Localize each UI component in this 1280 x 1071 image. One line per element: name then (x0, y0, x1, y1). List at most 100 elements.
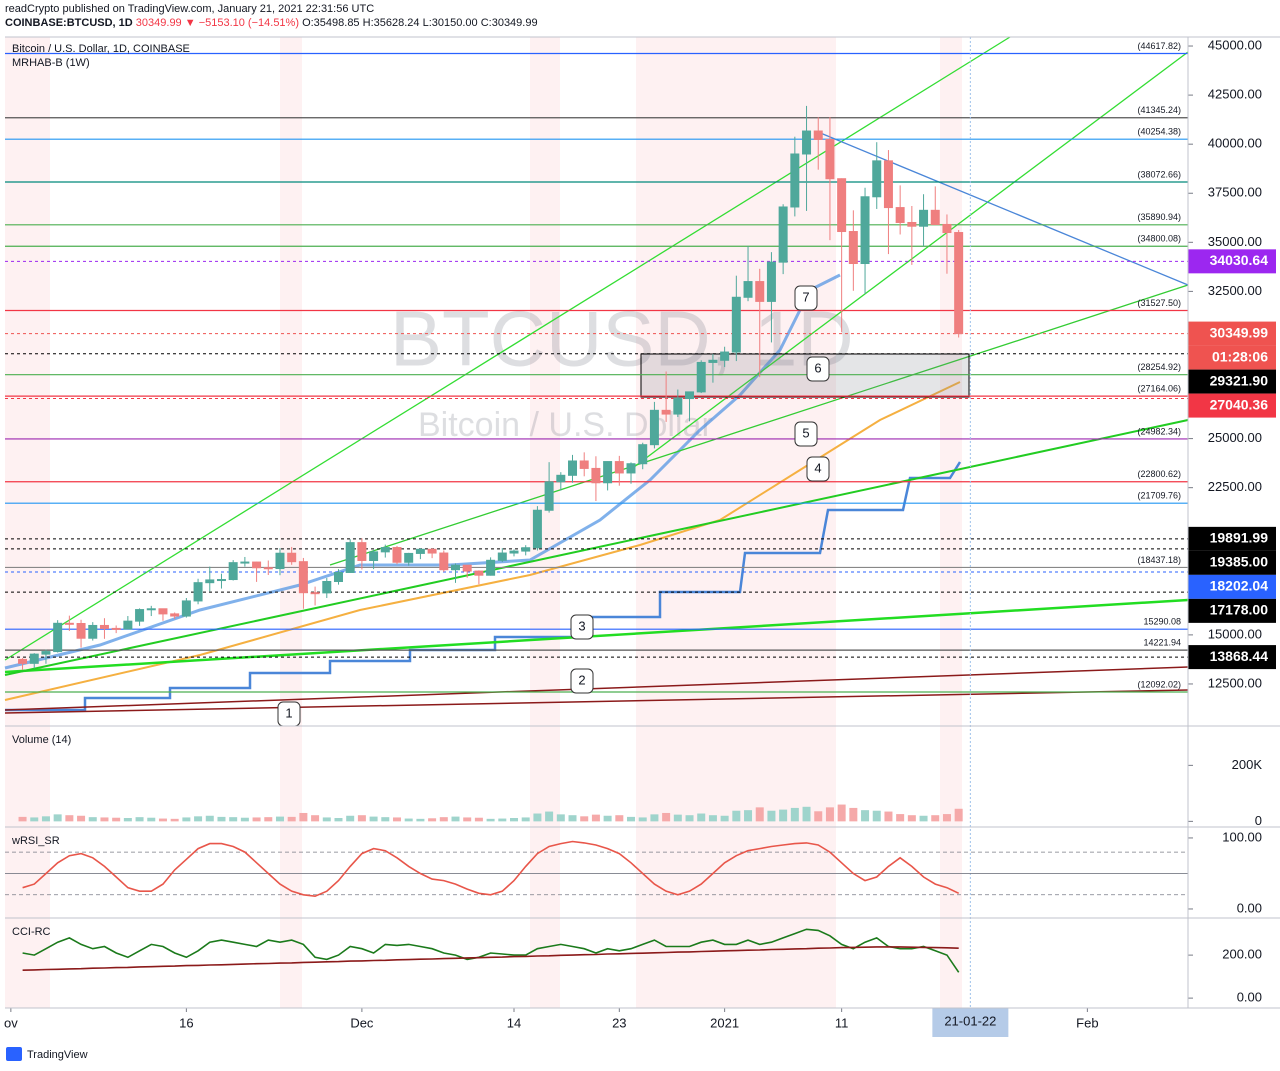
level-label: (35890.94) (1137, 212, 1181, 222)
volume-bar (872, 810, 881, 822)
callout-label: 7 (802, 289, 809, 304)
volume-bar (884, 811, 893, 822)
candle-body (275, 552, 285, 570)
candle-body (579, 460, 589, 469)
level-label: (31527.50) (1137, 298, 1181, 308)
indicator-line (22, 946, 959, 971)
candle-body (626, 463, 636, 474)
level-label: (40254.38) (1137, 127, 1181, 137)
symbol: COINBASE:BTCUSD, 1D (5, 17, 133, 29)
level-label: (12092.02) (1137, 679, 1181, 689)
ohlc-low: L:30150.00 (423, 17, 478, 29)
candle-body (720, 351, 730, 361)
price-tag-label: 34030.64 (1210, 252, 1269, 268)
candle-body (743, 281, 753, 298)
volume-bar (474, 817, 483, 822)
x-tick-label: 14 (507, 1015, 521, 1030)
ohlc-open: O:35498.85 (302, 17, 360, 29)
candle-body (813, 130, 823, 140)
volume-bar (790, 807, 799, 822)
y-tick-label: 0 (1255, 813, 1262, 828)
candle-body (883, 160, 893, 209)
volume-bar (439, 817, 448, 822)
price-tag-label: 18202.04 (1210, 578, 1269, 594)
volume-bar (451, 816, 460, 822)
y-tick-label: 45000.00 (1208, 37, 1262, 52)
candle-body (345, 542, 355, 573)
price-tag (1188, 321, 1276, 346)
candle-body (497, 552, 507, 561)
candle-body (88, 624, 98, 639)
y-tick-label: 200.00 (1222, 947, 1262, 962)
callout (806, 356, 830, 382)
candle-body (544, 481, 554, 511)
volume-bar (673, 814, 682, 822)
volume-bar (802, 806, 811, 822)
volume-bar (182, 817, 191, 822)
callout (794, 285, 818, 311)
volume-bar (287, 816, 296, 822)
y-tick-label: 200K (1232, 757, 1263, 772)
candle-body (181, 600, 191, 617)
volume-bar (896, 814, 905, 822)
candle-body (930, 209, 940, 225)
change: ▼ −5153.10 (−14.51%) (185, 17, 299, 29)
level-label: (24982.34) (1137, 426, 1181, 436)
volume-bar (942, 814, 951, 822)
volume-bar (240, 817, 249, 822)
level-label: (22800.62) (1137, 469, 1181, 479)
candle-body (673, 398, 683, 415)
candle-body (860, 196, 870, 265)
volume-bar (486, 818, 495, 822)
band (280, 37, 302, 1008)
candle-body (708, 359, 718, 363)
legend: Bitcoin / U.S. Dollar, 1D, COINBASE (12, 43, 190, 55)
candle-body (802, 130, 812, 155)
level-label: (44617.82) (1137, 41, 1181, 51)
volume-bar (603, 815, 612, 822)
volume-bar (662, 812, 671, 822)
volume-bar (404, 818, 413, 822)
x-tick-label: 23 (612, 1015, 626, 1030)
x-tick-label: ov (4, 1015, 18, 1030)
volume-bar (416, 818, 425, 822)
ohlc-close: C:30349.99 (481, 17, 538, 29)
volume-bar (907, 815, 916, 822)
candle-body (135, 609, 145, 622)
level-label: (41345.24) (1137, 105, 1181, 115)
callout-label: 3 (578, 618, 585, 633)
candle-body (240, 561, 250, 564)
price-tag (1188, 369, 1276, 394)
volume-bar (510, 818, 519, 822)
callout-label: 4 (814, 460, 821, 475)
ohlc-high: H:35628.24 (363, 17, 420, 29)
volume-bar (533, 813, 542, 822)
candle-body (649, 409, 659, 446)
x-tick-label: 11 (835, 1015, 849, 1030)
candle-body (158, 608, 168, 615)
volume-bar (568, 815, 577, 822)
countdown: 01:28:06 (1212, 348, 1268, 364)
session-bands (5, 37, 962, 1008)
volume-bar (580, 816, 589, 822)
candle-body (252, 561, 262, 569)
level-label: 15290.08 (1143, 617, 1181, 627)
logo (6, 1047, 22, 1061)
callout-label: 1 (285, 705, 292, 720)
volume-bar (849, 807, 858, 822)
y-tick-label: 0.00 (1237, 990, 1262, 1005)
y-tick-label: 40000.00 (1208, 136, 1262, 151)
candle-body (638, 444, 648, 465)
candle-body (486, 559, 496, 576)
volume-bar (252, 817, 261, 822)
candle-body (76, 623, 86, 639)
candle-body (872, 160, 882, 198)
candle-body (755, 281, 765, 302)
candle-body (123, 620, 133, 630)
candle-body (532, 509, 542, 549)
trend-line (4, 666, 1189, 711)
price-tag (1188, 598, 1276, 623)
volume-bar (685, 815, 694, 822)
